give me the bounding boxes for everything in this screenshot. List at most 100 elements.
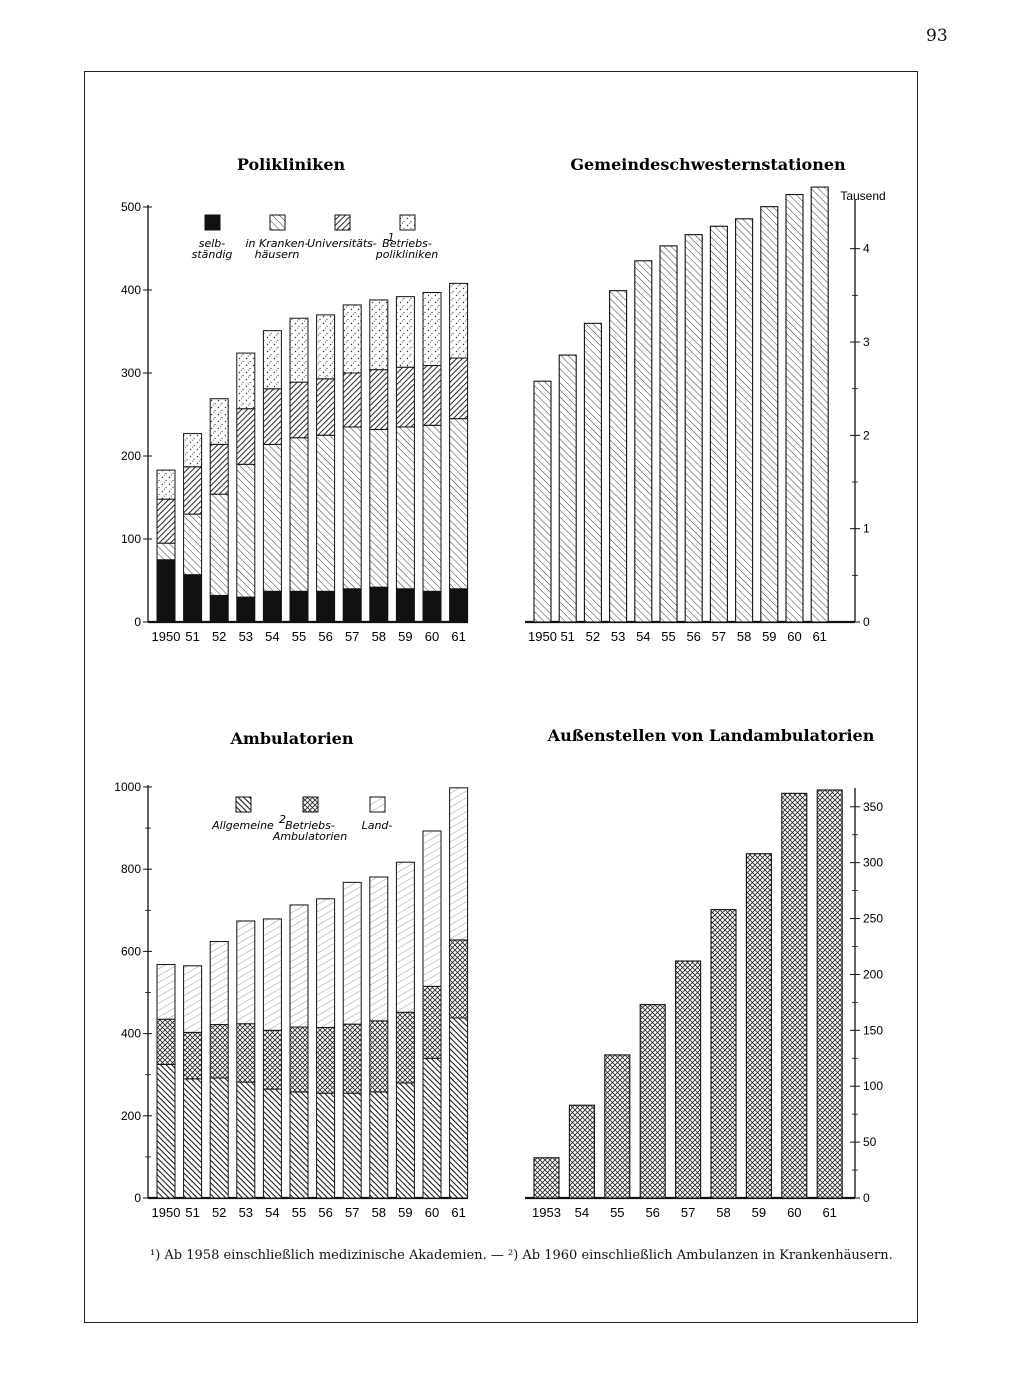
bar-segment <box>449 588 469 623</box>
y-tick-label: 150 <box>863 1023 883 1037</box>
y-tick-label: 1000 <box>114 780 141 794</box>
x-tick-label: 61 <box>822 1205 836 1220</box>
bar-segment <box>422 830 442 987</box>
bar-segment <box>209 594 229 623</box>
x-tick-label: 56 <box>686 629 700 644</box>
x-tick-label: 59 <box>398 1205 412 1220</box>
bar-segment <box>183 466 203 515</box>
y-tick-label: 200 <box>121 449 141 463</box>
bar-segment <box>342 1092 362 1199</box>
bar-segment <box>289 317 309 383</box>
chart-title: Ambulatorien <box>230 729 354 748</box>
bar-segment <box>262 388 282 445</box>
legend-swatch <box>204 214 221 231</box>
x-tick-label: 59 <box>398 629 412 644</box>
legend-label: häusern <box>255 248 300 261</box>
bar <box>639 1004 666 1199</box>
y-tick-label: 3 <box>863 335 870 349</box>
bar-segment <box>449 282 469 359</box>
bar-segment <box>289 437 309 592</box>
x-tick-label: 52 <box>212 1205 226 1220</box>
bar-segment <box>369 586 389 623</box>
legend-label: in Kranken- <box>245 237 308 250</box>
legend-label: Land- <box>362 819 393 832</box>
bar-segment <box>422 424 442 592</box>
bar-segment <box>316 898 336 1028</box>
x-tick-label: 61 <box>451 1205 465 1220</box>
bar-segment <box>262 1029 282 1090</box>
x-tick-label: 1950 <box>152 629 181 644</box>
bar <box>533 1157 560 1199</box>
y-tick-label: 350 <box>863 800 883 814</box>
y-tick-label: 1 <box>863 522 870 536</box>
y-tick-label: 0 <box>134 615 141 629</box>
legend-swatch <box>302 796 319 813</box>
bar-segment <box>183 574 203 623</box>
x-tick-label: 1950 <box>152 1205 181 1220</box>
x-tick-label: 56 <box>318 629 332 644</box>
x-tick-label: 59 <box>752 1205 766 1220</box>
bar-segment <box>342 881 362 1025</box>
bar-segment <box>156 542 176 561</box>
legend-label: Ambulatorien <box>272 830 347 843</box>
bar-segment <box>316 314 336 380</box>
bar-segment <box>262 590 282 623</box>
chart-ambulatorien: Ambulatorien 0 200 400 600 800 1000 1950 51 52 53 5… <box>114 729 469 1220</box>
bar-segment <box>183 513 203 576</box>
y-tick-label: 250 <box>863 912 883 926</box>
y-tick-label: 100 <box>121 532 141 546</box>
y-tick-label: 0 <box>863 1191 870 1205</box>
x-tick-label: 57 <box>345 1205 359 1220</box>
bar-segment <box>289 381 309 439</box>
legend-swatch <box>369 796 386 813</box>
y-tick-label: 300 <box>121 366 141 380</box>
x-tick-label: 58 <box>737 629 751 644</box>
bar-segment <box>342 304 362 374</box>
figure-frame <box>84 71 918 1323</box>
bar <box>760 206 779 623</box>
bar <box>558 354 577 623</box>
y-tick-label: 600 <box>121 944 141 958</box>
y-tick-label: 0 <box>863 615 870 629</box>
bar-segment <box>342 588 362 623</box>
bar-segment <box>236 463 256 598</box>
legend-label: Universitäts- <box>307 237 377 250</box>
bar-segment <box>156 964 176 1020</box>
bar-segment <box>209 398 229 445</box>
bar-segment <box>209 443 229 495</box>
footnote: ¹) Ab 1958 einschließlich medizinische A… <box>150 1248 893 1263</box>
bar-segment <box>236 408 256 465</box>
y-tick-label: 300 <box>863 856 883 870</box>
bar-segment <box>422 1057 442 1199</box>
bar-segment <box>183 1078 203 1199</box>
x-tick-label: 61 <box>451 629 465 644</box>
y-tick-label: 4 <box>863 242 870 256</box>
x-tick-label: 60 <box>787 1205 801 1220</box>
bar-segment <box>449 939 469 1019</box>
chart-gemeindeschwestern: Gemeindeschwesternstationen 0 1 2 3 4 Tausend 1… <box>525 155 886 644</box>
bar-segment <box>209 493 229 596</box>
y-tick-label: 400 <box>121 1027 141 1041</box>
y-tick-label: 2 <box>863 428 870 442</box>
bar-segment <box>369 299 389 371</box>
bar-segment <box>236 352 256 410</box>
bar-segment <box>156 1018 176 1065</box>
bar-segment <box>395 1011 415 1084</box>
bar <box>781 792 808 1199</box>
legend-label: Betriebs- <box>285 819 335 832</box>
bar <box>609 290 628 623</box>
x-tick-label: 58 <box>716 1205 730 1220</box>
bar <box>816 789 843 1199</box>
bar <box>684 234 703 623</box>
x-tick-label: 54 <box>265 629 279 644</box>
bar <box>583 322 602 623</box>
x-tick-label: 58 <box>372 1205 386 1220</box>
chart-aussenstellen: Außenstellen von Landambulatorien 0 50 100 1… <box>525 726 883 1220</box>
bar <box>568 1104 595 1199</box>
bar <box>604 1054 631 1199</box>
x-tick-label: 55 <box>292 629 306 644</box>
x-tick-label: 55 <box>610 1205 624 1220</box>
legend-swatch <box>235 796 252 813</box>
bar <box>709 225 728 623</box>
x-tick-label: 60 <box>787 629 801 644</box>
